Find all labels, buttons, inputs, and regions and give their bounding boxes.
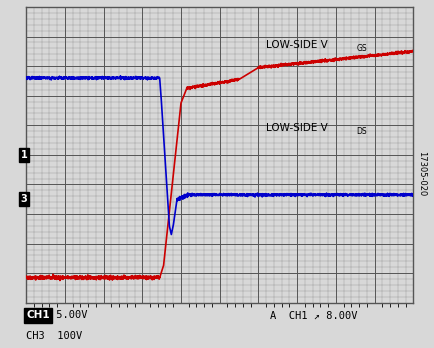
Text: LOW-SIDE V: LOW-SIDE V: [266, 40, 327, 50]
Text: 5.00V: 5.00V: [50, 310, 87, 321]
Text: 1: 1: [21, 150, 27, 160]
Text: 3: 3: [21, 194, 27, 204]
Text: LOW-SIDE V: LOW-SIDE V: [266, 123, 327, 133]
Text: GS: GS: [355, 44, 366, 53]
Text: CH1: CH1: [26, 310, 49, 321]
Text: DS: DS: [355, 127, 366, 136]
Text: 17305-020: 17305-020: [417, 151, 425, 197]
Text: A  CH1 ↗ 8.00V: A CH1 ↗ 8.00V: [269, 310, 356, 321]
Text: CH3  100V: CH3 100V: [26, 331, 82, 341]
